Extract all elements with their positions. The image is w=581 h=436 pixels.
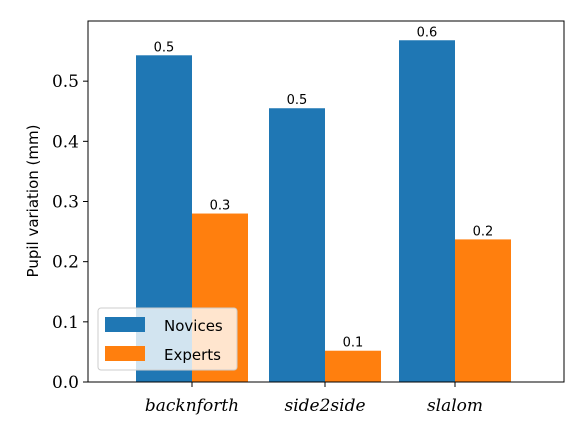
y-tick-label: 0.4: [52, 132, 79, 152]
y-tick-label: 0.3: [52, 193, 79, 213]
data-label-novices-side2side: 0.5: [287, 93, 308, 108]
y-tick-label: 0.0: [52, 373, 79, 393]
legend-swatch-experts: [105, 346, 145, 361]
legend-swatch-novices: [105, 317, 145, 332]
y-tick-label: 0.5: [52, 72, 79, 92]
data-label-novices-backnforth: 0.5: [154, 40, 175, 55]
y-tick-label: 0.2: [52, 253, 79, 273]
x-tick-label-side2side: side2side: [284, 396, 365, 416]
data-label-novices-slalom: 0.6: [417, 25, 438, 40]
legend-label-experts: Experts: [164, 346, 221, 364]
bars-layer: [136, 40, 511, 383]
y-axis-label: Pupil variation (mm): [24, 125, 42, 278]
bar-experts-slalom: [455, 239, 511, 382]
data-label-experts-backnforth: 0.3: [210, 199, 231, 214]
y-axis: 0.0 0.1 0.2 0.3 0.4 0.5: [52, 72, 88, 393]
bar-experts-side2side: [325, 350, 381, 382]
x-tick-label-backnforth: backnforth: [145, 396, 239, 416]
data-label-experts-side2side: 0.1: [343, 336, 364, 351]
legend: Novices Experts: [97, 307, 238, 371]
legend-label-novices: Novices: [164, 317, 223, 335]
bar-novices-slalom: [399, 40, 455, 383]
data-label-experts-slalom: 0.2: [473, 224, 494, 239]
x-axis: backnforth side2side slalom: [145, 382, 483, 416]
x-tick-label-slalom: slalom: [427, 396, 483, 416]
plot-frame: [87, 20, 565, 383]
bar-novices-side2side: [269, 108, 325, 382]
y-tick-label: 0.1: [52, 313, 79, 333]
data-labels-layer: 0.5 0.5 0.6 0.3 0.1 0.2: [154, 25, 494, 350]
